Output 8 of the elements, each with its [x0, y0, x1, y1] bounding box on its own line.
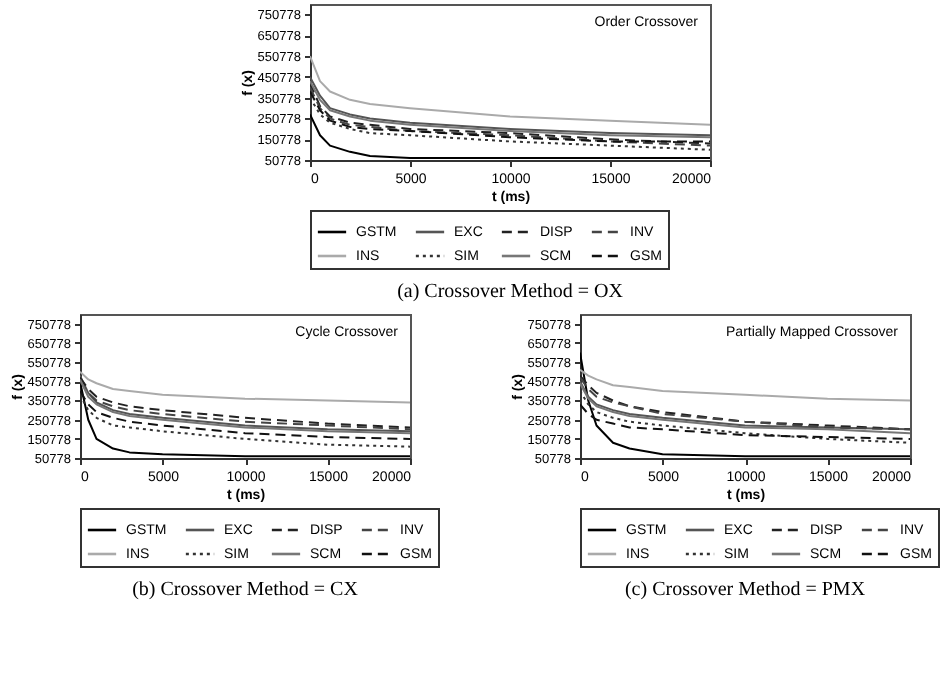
line-series — [580, 368, 910, 402]
line-series — [309, 55, 709, 126]
text: (a) Crossover Method = OX — [396, 281, 624, 303]
text: (c) Crossover Method = PMX — [624, 579, 867, 601]
line-series — [580, 403, 910, 440]
line-series — [80, 370, 410, 404]
text: (b) Crossover Method = CX — [132, 579, 360, 601]
line-series — [80, 389, 410, 440]
